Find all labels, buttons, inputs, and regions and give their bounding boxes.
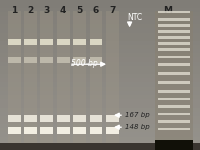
Text: 6: 6 [93, 6, 99, 15]
FancyBboxPatch shape [158, 36, 190, 39]
FancyBboxPatch shape [90, 39, 102, 45]
FancyBboxPatch shape [8, 115, 21, 122]
FancyBboxPatch shape [40, 57, 53, 63]
FancyBboxPatch shape [24, 115, 37, 122]
FancyBboxPatch shape [73, 127, 86, 134]
FancyBboxPatch shape [73, 11, 86, 142]
Text: 167 bp: 167 bp [125, 112, 150, 118]
FancyBboxPatch shape [8, 39, 21, 45]
FancyBboxPatch shape [73, 57, 86, 63]
FancyBboxPatch shape [24, 57, 37, 63]
FancyBboxPatch shape [158, 63, 190, 66]
FancyBboxPatch shape [24, 127, 37, 134]
FancyBboxPatch shape [8, 11, 21, 142]
FancyBboxPatch shape [106, 127, 119, 134]
Text: NTC: NTC [127, 13, 142, 22]
FancyBboxPatch shape [158, 11, 190, 13]
Text: 2: 2 [27, 6, 34, 15]
FancyBboxPatch shape [158, 72, 190, 75]
FancyBboxPatch shape [57, 127, 70, 134]
FancyBboxPatch shape [158, 24, 190, 27]
FancyBboxPatch shape [40, 115, 53, 122]
FancyBboxPatch shape [158, 81, 190, 84]
FancyBboxPatch shape [158, 56, 190, 58]
FancyBboxPatch shape [57, 57, 70, 63]
FancyBboxPatch shape [158, 98, 190, 100]
FancyBboxPatch shape [155, 11, 193, 142]
Text: 500 bp: 500 bp [71, 59, 98, 68]
FancyBboxPatch shape [158, 48, 190, 51]
FancyBboxPatch shape [57, 115, 70, 122]
FancyBboxPatch shape [106, 11, 119, 142]
Text: 1: 1 [11, 6, 17, 15]
FancyBboxPatch shape [57, 11, 70, 142]
Text: 3: 3 [44, 6, 50, 15]
FancyBboxPatch shape [73, 115, 86, 122]
Text: 5: 5 [76, 6, 83, 15]
FancyBboxPatch shape [158, 18, 190, 21]
FancyBboxPatch shape [90, 127, 102, 134]
FancyBboxPatch shape [90, 57, 102, 63]
Text: 148 bp: 148 bp [125, 124, 150, 130]
FancyBboxPatch shape [8, 57, 21, 63]
FancyBboxPatch shape [40, 11, 53, 142]
FancyBboxPatch shape [158, 30, 190, 33]
FancyBboxPatch shape [40, 39, 53, 45]
FancyBboxPatch shape [155, 140, 193, 150]
FancyBboxPatch shape [158, 120, 190, 123]
FancyBboxPatch shape [158, 105, 190, 108]
FancyBboxPatch shape [57, 39, 70, 45]
FancyBboxPatch shape [158, 113, 190, 115]
Text: M: M [164, 6, 172, 15]
FancyBboxPatch shape [40, 127, 53, 134]
FancyBboxPatch shape [24, 11, 37, 142]
FancyBboxPatch shape [90, 115, 102, 122]
FancyBboxPatch shape [158, 128, 190, 130]
FancyBboxPatch shape [0, 143, 200, 150]
FancyBboxPatch shape [8, 127, 21, 134]
FancyBboxPatch shape [24, 39, 37, 45]
Text: 4: 4 [60, 6, 66, 15]
FancyBboxPatch shape [158, 90, 190, 93]
FancyBboxPatch shape [106, 115, 119, 122]
Text: 7: 7 [109, 6, 116, 15]
FancyBboxPatch shape [90, 11, 102, 142]
FancyBboxPatch shape [73, 39, 86, 45]
FancyBboxPatch shape [158, 42, 190, 45]
